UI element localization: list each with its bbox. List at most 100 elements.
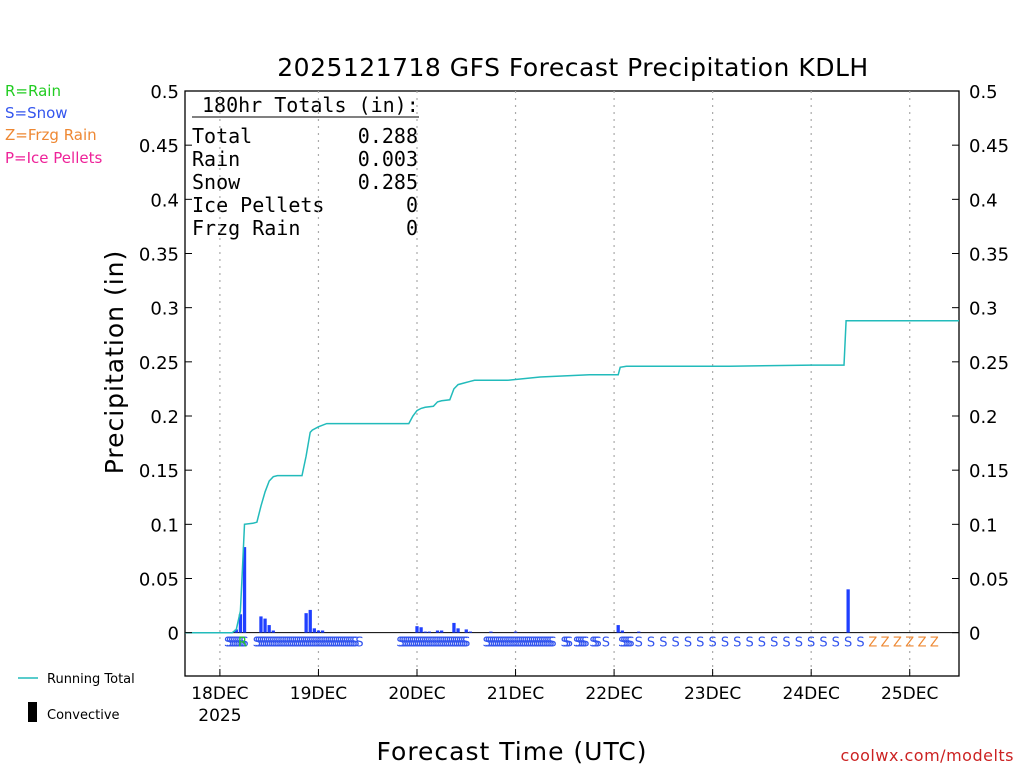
ptype-marker: S [577,636,585,651]
precip-bar [468,631,473,633]
ptype-legend-rain: R=Rain [5,82,61,100]
ptype-marker: S [407,636,415,651]
ptype-marker: S [337,636,345,651]
totals-row-value: 0 [406,193,418,217]
running-total-legend-label: Running Total [47,672,135,687]
ptype-marker: S [267,636,275,651]
ptype-marker: S [844,636,852,651]
precip-bar [423,631,427,633]
ptype-marker: S [403,636,411,651]
ptype-marker: S [530,636,538,651]
ptype-marker: S [565,636,573,651]
totals-row-value: 0.285 [358,170,418,194]
ptype-marker: S [440,636,448,651]
ptype-marker: S [770,636,778,651]
ptype-marker: S [253,636,261,651]
precip-bar [846,589,850,633]
ptype-marker: S [561,636,569,651]
running-total-line [185,319,959,634]
x-tick-label: 21DEC [487,684,544,704]
ptype-marker: S [234,636,242,651]
totals-row-label: Frzg Rain [192,216,300,240]
precip-bar [435,630,440,633]
ptype-marker: Z [905,636,914,651]
ptype-marker: S [513,636,521,651]
y-tick-label-left: 0 [168,624,179,645]
ptype-marker: S [316,636,324,651]
ptype-marker: S [448,636,456,651]
ptype-marker: S [485,636,493,651]
ptype-marker: S [341,636,349,651]
ptype-marker: S [548,636,556,651]
y-tick-label-left: 0.35 [139,245,179,266]
ptype-marker: S [286,636,294,651]
ptype-marker: S [230,636,238,651]
ptype-marker: S [433,636,441,651]
ptype-marker: S [300,636,308,651]
ptype-marker: S [832,636,840,651]
ptype-marker: S [487,636,495,651]
ptype-marker: S [456,636,464,651]
precip-bar [304,613,308,633]
ptype-marker: S [696,636,704,651]
totals-row-value: 0.003 [358,147,418,171]
y-tick-label-left: 0.25 [139,353,179,374]
ptype-marker: S [429,636,437,651]
x-tick-label: 18DEC [191,684,248,704]
ptype-marker: S [528,636,536,651]
ptype-marker: S [273,636,281,651]
ptype-marker: S [302,636,310,651]
y-tick-label-left: 0.15 [139,461,179,482]
x-tick-label: 19DEC [290,684,347,704]
totals-row-value: 0 [406,216,418,240]
plot-area-frame [184,90,960,677]
ptype-marker: S [323,636,331,651]
ptype-marker: S [401,636,409,651]
ptype-marker: S [351,636,359,651]
y-tick-label-right: 0.1 [969,515,998,536]
x-tick-label: 22DEC [585,684,642,704]
ptype-marker: S [635,636,643,651]
ptype-marker: S [310,636,318,651]
ptype-marker: S [290,636,298,651]
ptype-marker: S [296,636,304,651]
convective-legend-label: Convective [47,708,120,723]
ptype-marker: S [355,636,363,651]
ptype-marker: S [232,636,240,651]
ptype-legend-ice-pellets: P=Ice Pellets [5,149,102,167]
ptype-marker: S [271,636,279,651]
ptype-marker: S [421,636,429,651]
series-legend: Running Total Convective [18,672,135,723]
ptype-marker: S [333,636,341,651]
ptype-marker: S [462,636,470,651]
ptype-marker: S [538,636,546,651]
ptype-marker: S [240,636,248,651]
ptype-marker: S [460,636,468,651]
ptype-marker: S [417,636,425,651]
ptype-marker: S [327,636,335,651]
ptype-marker: S [437,636,445,651]
ptype-marker: S [602,636,610,651]
ptype-marker: S [224,636,232,651]
y-tick-label-right: 0.2 [969,407,998,428]
ptype-marker: S [446,636,454,651]
x-axis-label: Forecast Time (UTC) [377,737,648,766]
precip-bar [242,547,247,633]
precip-bar [427,631,431,633]
y-tick-label-left: 0.2 [150,407,179,428]
ptype-marker: S [263,636,271,651]
precip-bar [489,631,493,633]
ptype-marker: S [431,636,439,651]
y-tick-label-left: 0.05 [139,570,179,591]
ptype-marker: S [306,636,314,651]
y-axis-label: Precipitation (in) [100,250,129,475]
ptype-marker: S [347,636,355,651]
precip-bar [419,627,423,633]
ptype-marker: S [458,636,466,651]
totals-row-label: Ice Pellets [192,193,324,217]
ptype-marker: S [745,636,753,651]
ptype-marker: S [733,636,741,651]
y-tick-label-right: 0.35 [969,245,1009,266]
ptype-marker: S [335,636,343,651]
